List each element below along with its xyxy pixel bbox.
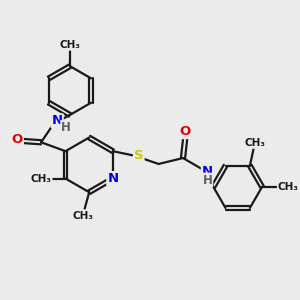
Text: N: N xyxy=(202,166,213,178)
Text: S: S xyxy=(134,149,143,162)
Text: N: N xyxy=(52,114,63,128)
Text: O: O xyxy=(180,125,191,138)
Text: O: O xyxy=(12,133,23,146)
Text: H: H xyxy=(61,121,71,134)
Text: H: H xyxy=(202,173,212,187)
Text: CH₃: CH₃ xyxy=(59,40,80,50)
Text: CH₃: CH₃ xyxy=(278,182,299,192)
Text: CH₃: CH₃ xyxy=(245,138,266,148)
Text: N: N xyxy=(107,172,118,185)
Text: CH₃: CH₃ xyxy=(31,173,52,184)
Text: CH₃: CH₃ xyxy=(72,211,93,221)
